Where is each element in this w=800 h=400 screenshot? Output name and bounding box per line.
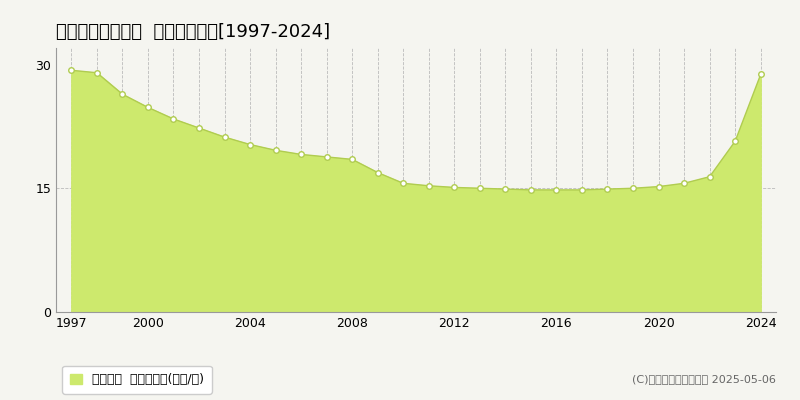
Text: 江別市東野幌本町  基準地価推移[1997-2024]: 江別市東野幌本町 基準地価推移[1997-2024] (56, 23, 330, 41)
Text: (C)土地価格ドットコム 2025-05-06: (C)土地価格ドットコム 2025-05-06 (632, 374, 776, 384)
Legend: 基準地価  平均坪単価(万円/坪): 基準地価 平均坪単価(万円/坪) (62, 366, 212, 394)
